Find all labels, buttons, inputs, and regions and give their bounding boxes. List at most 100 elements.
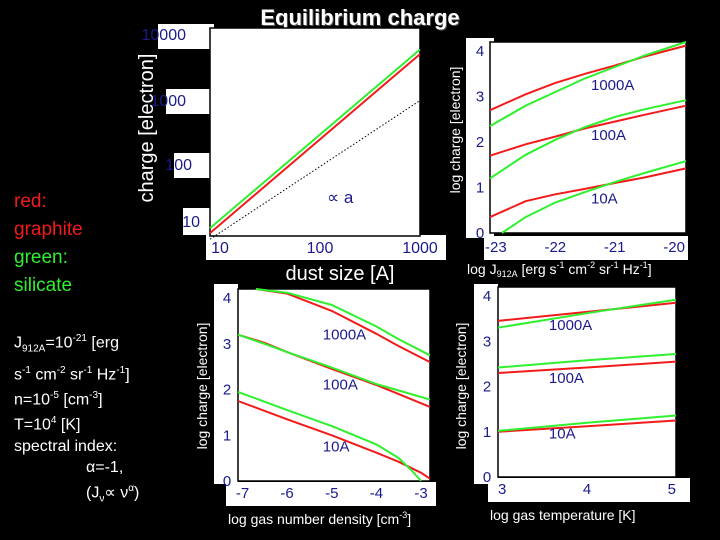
series-line-silicate xyxy=(209,48,421,229)
param-alpha: α=-1, xyxy=(86,458,124,476)
xtick-label: 10 xyxy=(211,240,229,257)
legend-red-material: graphite xyxy=(14,219,83,240)
yaxis-label: log charge [electron] xyxy=(447,67,463,194)
ytick-label: 4 xyxy=(223,290,231,307)
series-size-label: 10A xyxy=(323,438,350,455)
ytick-label: 0 xyxy=(476,225,484,242)
series-line-graphite-10A xyxy=(497,419,677,433)
series-line-silicate-10A xyxy=(497,414,677,432)
series-line-graphite-100A xyxy=(497,360,677,374)
series-line-silicate-1000A xyxy=(255,288,431,357)
xtick-label: -6 xyxy=(280,485,293,502)
plot-area xyxy=(497,286,677,478)
xtick-label: -23 xyxy=(485,239,507,256)
model-parameters: J912A=10-21 [erg s-1 cm-2 sr-1 Hz-1] n=1… xyxy=(14,328,139,509)
xtick-label: 3 xyxy=(498,481,506,498)
ytick-band-T xyxy=(474,284,498,484)
xtick-label: -20 xyxy=(663,239,685,256)
param-j-line1: J912A=10-21 [erg xyxy=(14,333,119,355)
ytick-label: 2 xyxy=(483,379,491,396)
xtick-label: 1000 xyxy=(402,240,438,257)
yaxis-label: charge [electron] xyxy=(136,54,158,203)
series-line-graphite-100A xyxy=(489,104,687,157)
ytick-label: 3 xyxy=(476,89,484,106)
ytick-label: 0 xyxy=(483,469,491,486)
param-density: n=10-5 [cm-3] xyxy=(14,389,103,409)
ytick-label: 1 xyxy=(476,180,484,197)
plot-area xyxy=(209,27,421,237)
ytick-label: 2 xyxy=(476,134,484,151)
ytick-box-10 xyxy=(183,208,214,235)
series-size-label: 100A xyxy=(549,370,584,387)
series-line-silicate-100A xyxy=(489,99,687,180)
ytick-label: 0 xyxy=(223,473,231,490)
xaxis-label: dust size [A] xyxy=(286,263,395,285)
ytick-band-n xyxy=(214,284,238,484)
chart-density: 1000A 100A 10A log charge [electron] log g… xyxy=(194,284,436,527)
chart-size: 10000 1000 100 10 10 100 1000 ∝ a dust s… xyxy=(136,24,446,285)
series-line-silicate-1000A xyxy=(497,298,677,329)
legend-green-label: green: xyxy=(14,247,68,268)
xtick-label: 5 xyxy=(668,481,676,498)
proportional-annotation: ∝ a xyxy=(327,188,354,207)
series-size-label: 1000A xyxy=(549,317,592,334)
legend-red-label: red: xyxy=(14,191,47,212)
xtick-band-T xyxy=(488,478,690,502)
series-line-silicate-100A xyxy=(497,353,677,369)
series-size-label: 10A xyxy=(549,426,576,443)
ytick-box-10000 xyxy=(158,24,214,49)
series-size-label: 1000A xyxy=(323,326,366,343)
slide-title: Equilibrium charge xyxy=(260,5,460,30)
legend-green-material: silicate xyxy=(14,275,73,296)
series-line-graphite-10A xyxy=(237,400,431,480)
chart-J: 1000A 100A 10A log charge [electron] log J… xyxy=(447,38,688,279)
xtick-label: -5 xyxy=(325,485,338,502)
ytick-label: 2 xyxy=(223,382,231,399)
plot-area xyxy=(237,288,431,482)
xtick-label: -21 xyxy=(604,239,626,256)
ytick-box-100 xyxy=(174,153,214,178)
series-size-label: 10A xyxy=(591,190,618,207)
color-legend: red: graphite green: silicate xyxy=(14,188,83,300)
series-line-silicate-10A xyxy=(237,390,422,482)
series-line-graphite-1000A xyxy=(497,301,677,322)
ytick-label: 4 xyxy=(476,43,484,60)
ytick-label: 3 xyxy=(223,336,231,353)
xtick-label: -7 xyxy=(236,485,249,502)
xtick-label: 4 xyxy=(583,481,591,498)
xtick-band-size xyxy=(206,235,446,260)
ytick-box-1000 xyxy=(166,89,214,114)
ytick-label: 10000 xyxy=(142,27,187,44)
series-size-label: 100A xyxy=(323,377,358,394)
xaxis-label: log J912A [erg s-1 cm-2 sr-1 Hz-1] xyxy=(467,260,652,279)
series-line-silicate-100A xyxy=(237,333,431,401)
xtick-band-n xyxy=(226,482,436,506)
ytick-label: 10 xyxy=(182,214,200,231)
xtick-band-J xyxy=(484,236,688,260)
param-proportionality: (Jν∝ να) xyxy=(86,482,140,505)
param-spectral-index: spectral index: xyxy=(14,437,118,455)
series-line-silicate-10A xyxy=(501,160,687,234)
yaxis-label: log charge [electron] xyxy=(194,323,210,450)
ytick-label: 100 xyxy=(165,157,192,174)
chart-temperature: 1000A 100A 10A log charge [electron] log g… xyxy=(453,284,690,523)
param-j-line2: s-1 cm-2 sr-1 Hz-1] xyxy=(14,364,130,383)
param-temperature: T=104 [K] xyxy=(14,415,81,434)
ytick-label: 1 xyxy=(483,424,491,441)
xaxis-label: log gas number density [cm-3] xyxy=(228,510,411,527)
ytick-label: 4 xyxy=(483,288,491,305)
xtick-label: -4 xyxy=(370,485,383,502)
series-line-graphite-10A xyxy=(489,167,687,219)
xtick-label: -22 xyxy=(544,239,566,256)
series-size-label: 1000A xyxy=(591,77,634,94)
ytick-label: 1 xyxy=(223,427,231,444)
yaxis-label: log charge [electron] xyxy=(453,323,469,450)
series-size-label: 100A xyxy=(591,127,626,144)
xtick-label: -3 xyxy=(414,485,427,502)
xtick-label: 100 xyxy=(307,240,334,257)
series-line-graphite xyxy=(209,53,421,234)
ytick-label: 3 xyxy=(483,333,491,350)
series-line-silicate-1000A xyxy=(489,41,687,127)
